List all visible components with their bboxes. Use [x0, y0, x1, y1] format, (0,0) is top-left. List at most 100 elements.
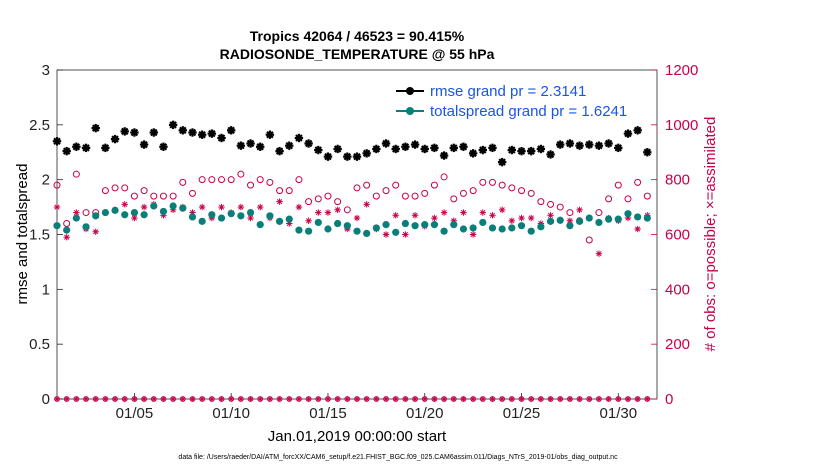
obs-zero-assimilated-point [412, 396, 418, 402]
legend-marker-rmse [406, 87, 414, 95]
obs-assimilated-point [595, 250, 603, 257]
totalspread-point [479, 218, 487, 227]
rmse-point [536, 144, 546, 154]
obs-possible-point [130, 192, 138, 200]
obs-possible-point [498, 181, 506, 189]
obs-assimilated-point [498, 206, 506, 214]
obs-possible-point [421, 189, 429, 197]
obs-assimilated-point [276, 198, 283, 205]
obs-possible-point [188, 189, 196, 197]
obs-zero-assimilated-point [538, 396, 544, 402]
obs-possible-point [353, 184, 361, 192]
obs-possible-point [450, 195, 458, 203]
totalspread-point [334, 219, 342, 228]
obs-assimilated-point [402, 231, 409, 238]
obs-possible-point [247, 181, 255, 189]
obs-assimilated-point [295, 203, 303, 211]
rmse-point [149, 128, 158, 137]
rmse-point [526, 146, 536, 156]
obs-possible-point [363, 181, 371, 189]
obs-zero-assimilated-point [209, 396, 215, 402]
obs-possible-point [392, 181, 400, 189]
totalspread-point [266, 212, 274, 220]
totalspread-point [634, 213, 642, 221]
x-axis-ticks: 01/05 01/10 01/15 01/20 01/25 01/30 [116, 393, 637, 422]
totalspread-point [237, 212, 245, 220]
rmse-point [72, 142, 81, 151]
obs-possible-point [121, 184, 129, 192]
rmse-point [585, 140, 594, 149]
obs-possible-point [459, 189, 467, 197]
totalspread-point [624, 210, 632, 218]
totalspread-point [285, 215, 293, 223]
obs-zero-assimilated-point [422, 396, 428, 402]
obs-zero-assimilated-point [596, 396, 602, 402]
rmse-point [604, 139, 613, 148]
rmse-point [381, 139, 391, 148]
totalspread-point [130, 208, 139, 217]
obs-zero-assimilated-point [218, 396, 225, 402]
totalspread-point [295, 226, 303, 234]
obs-zero-assimilated-point [247, 396, 254, 402]
rmse-point [91, 123, 100, 133]
obs-assimilated-point [431, 214, 438, 222]
obs-possible-point [227, 176, 235, 184]
obs-assimilated-point [634, 225, 641, 233]
obs-possible-point [518, 187, 526, 195]
rmse-point [565, 139, 575, 148]
obs-zero-assimilated-point [576, 396, 583, 402]
rmse-point [323, 152, 333, 161]
obs-zero-assimilated-point [122, 396, 128, 402]
totalspread-point [614, 215, 622, 223]
obs-assimilated-point [382, 231, 390, 238]
x-axis-label: Jan.01,2019 00:00:00 start [268, 428, 447, 445]
totalspread-point [363, 229, 371, 238]
obs-zero-assimilated-point [73, 396, 79, 402]
left-axis-ticks: 0 0.5 1 1.5 2 2.5 3 [29, 62, 63, 408]
rmse-point [614, 143, 623, 153]
obs-possible-point [556, 203, 564, 211]
obs-possible-point [605, 195, 613, 203]
rmse-point [275, 146, 284, 156]
obs-assimilated-point [63, 234, 70, 241]
y-axis-label-right: # of obs: o=possible; ×=assimilated [702, 117, 719, 352]
totalspread-point [353, 227, 361, 235]
x-tick-label: 01/15 [309, 405, 347, 422]
totalspread-point [382, 221, 390, 229]
rmse-point [52, 137, 62, 146]
rmse-point [197, 130, 207, 139]
rmse-point [168, 120, 178, 130]
rmse-point [256, 142, 265, 151]
obs-zero-assimilated-point [644, 396, 650, 402]
obs-possible-point [256, 176, 264, 184]
totalspread-point [324, 225, 332, 233]
obs-zero-assimilated-point [470, 396, 476, 402]
obs-possible-point [276, 187, 284, 195]
rmse-point [294, 133, 304, 143]
obs-possible-point [508, 184, 516, 192]
rmse-point [507, 145, 517, 155]
rmse-point [226, 126, 236, 135]
obs-assimilated-point [469, 231, 477, 238]
obs-zero-assimilated-point [228, 396, 234, 402]
right-tick-label: 1000 [665, 117, 698, 134]
totalspread-point [643, 214, 651, 222]
obs-assimilated-point [53, 203, 61, 211]
obs-assimilated-point [140, 203, 148, 211]
right-tick-label: 1200 [665, 62, 698, 79]
left-tick-label: 1.5 [29, 227, 50, 244]
obs-zero-assimilated-point [189, 396, 196, 402]
rmse-point [81, 143, 91, 153]
totalspread-point [372, 224, 380, 232]
rmse-point [575, 141, 584, 150]
totalspread-point [159, 207, 168, 216]
obs-assimilated-point [198, 203, 206, 211]
left-tick-label: 2.5 [29, 117, 50, 134]
obs-assimilated-point [218, 203, 225, 211]
rmse-point [468, 149, 478, 158]
totalspread-point [53, 222, 61, 230]
obs-possible-point [101, 187, 109, 195]
obs-possible-point [479, 178, 487, 186]
totalspread-point [208, 211, 216, 219]
obs-possible-point [469, 187, 477, 195]
